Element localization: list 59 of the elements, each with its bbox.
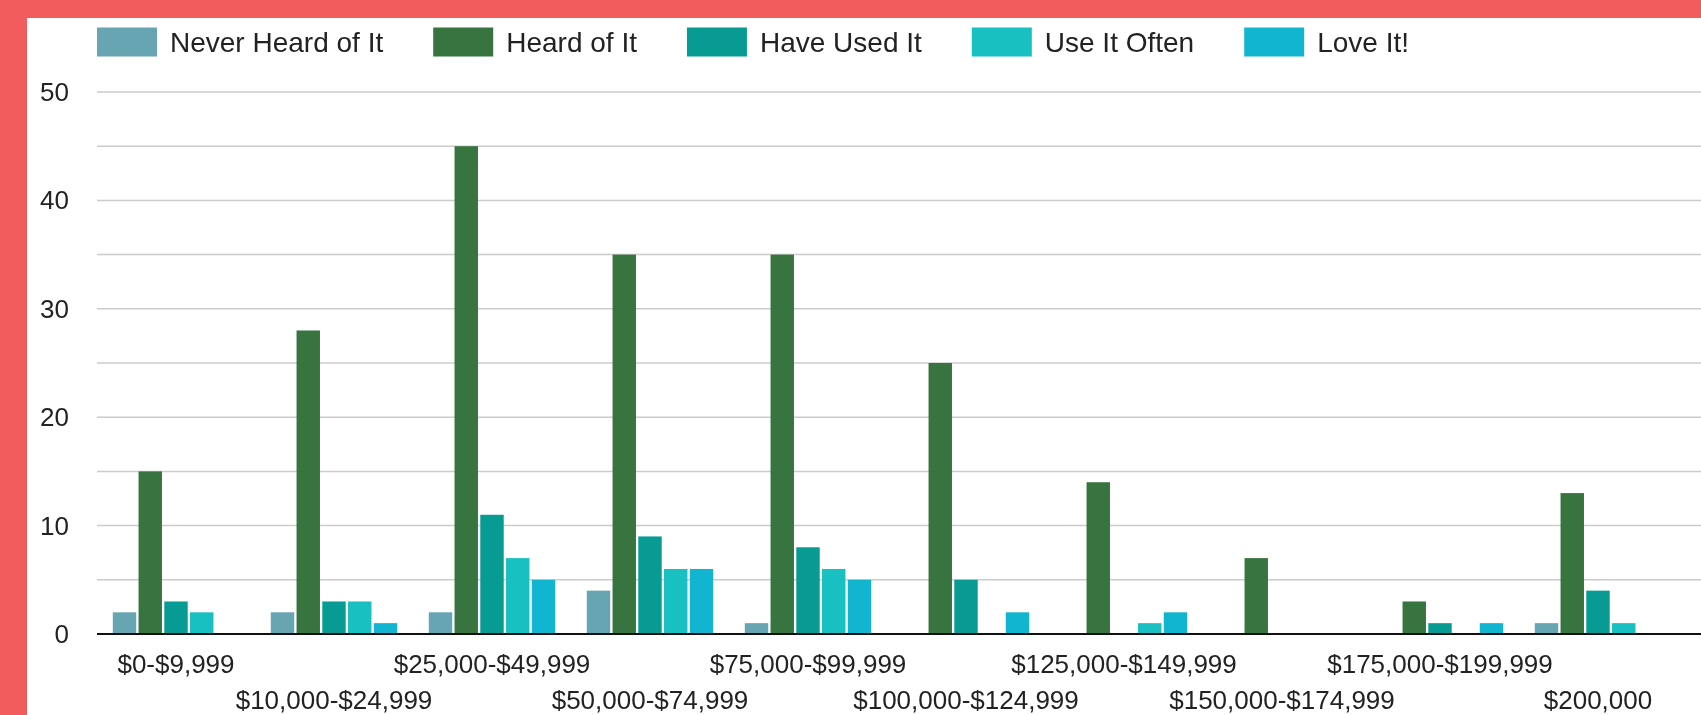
x-tick-label: $175,000-$199,999 — [1327, 649, 1553, 679]
bar — [270, 612, 295, 634]
legend-label: Have Used It — [759, 26, 923, 58]
bar — [1534, 623, 1559, 634]
bar — [744, 623, 769, 634]
legend-label: Love It! — [1317, 26, 1410, 58]
x-tick-label: $200,000 — [1543, 685, 1653, 715]
bar — [112, 612, 137, 634]
bar — [454, 146, 478, 634]
x-tick-label: $25,000-$49,999 — [393, 649, 591, 679]
y-tick-label: 30 — [40, 293, 69, 324]
bar — [296, 330, 320, 634]
bar — [373, 623, 398, 634]
y-tick-label: 40 — [40, 185, 69, 216]
bar — [954, 579, 978, 634]
x-tick-label: $0-$9,999 — [117, 649, 235, 679]
bar — [928, 363, 952, 634]
bar — [1479, 623, 1504, 634]
bar — [428, 612, 453, 634]
bar — [612, 254, 636, 634]
x-tick-label: $10,000-$24,999 — [235, 685, 433, 715]
bar — [1428, 623, 1452, 634]
bar — [1138, 623, 1162, 634]
bar — [322, 601, 346, 634]
bar — [506, 558, 530, 634]
legend-label: Use It Often — [1044, 26, 1195, 58]
bar — [1560, 493, 1584, 634]
bar — [1163, 612, 1188, 634]
bar — [664, 568, 688, 634]
x-tick-label: $100,000-$124,999 — [853, 685, 1079, 715]
bar — [138, 471, 162, 634]
bar — [689, 568, 714, 634]
x-tick-label: $125,000-$149,999 — [1011, 649, 1237, 679]
x-tick-label: $50,000-$74,999 — [551, 685, 749, 715]
legend-label: Heard of It — [506, 26, 638, 58]
bar — [164, 601, 188, 634]
bar — [1005, 612, 1030, 634]
bar — [190, 612, 214, 634]
bar — [348, 601, 372, 634]
bar — [1244, 558, 1268, 634]
bar — [1612, 623, 1636, 634]
bar — [1586, 590, 1610, 634]
x-tick-label: $150,000-$174,999 — [1169, 685, 1395, 715]
y-tick-label: 50 — [40, 77, 69, 107]
bar — [531, 579, 556, 634]
bar — [1402, 601, 1426, 634]
y-tick-label: 0 — [54, 619, 69, 649]
y-tick-label: 10 — [40, 510, 69, 541]
bar — [796, 547, 820, 634]
x-tick-label: $75,000-$99,999 — [709, 649, 907, 679]
bar — [1086, 482, 1110, 634]
bar — [770, 254, 794, 634]
bar — [586, 590, 611, 634]
y-tick-label: 20 — [40, 402, 69, 433]
bar — [847, 579, 872, 634]
legend-label: Never Heard of It — [170, 26, 384, 58]
bar — [638, 536, 662, 634]
bar — [480, 514, 504, 634]
bar — [822, 568, 846, 634]
